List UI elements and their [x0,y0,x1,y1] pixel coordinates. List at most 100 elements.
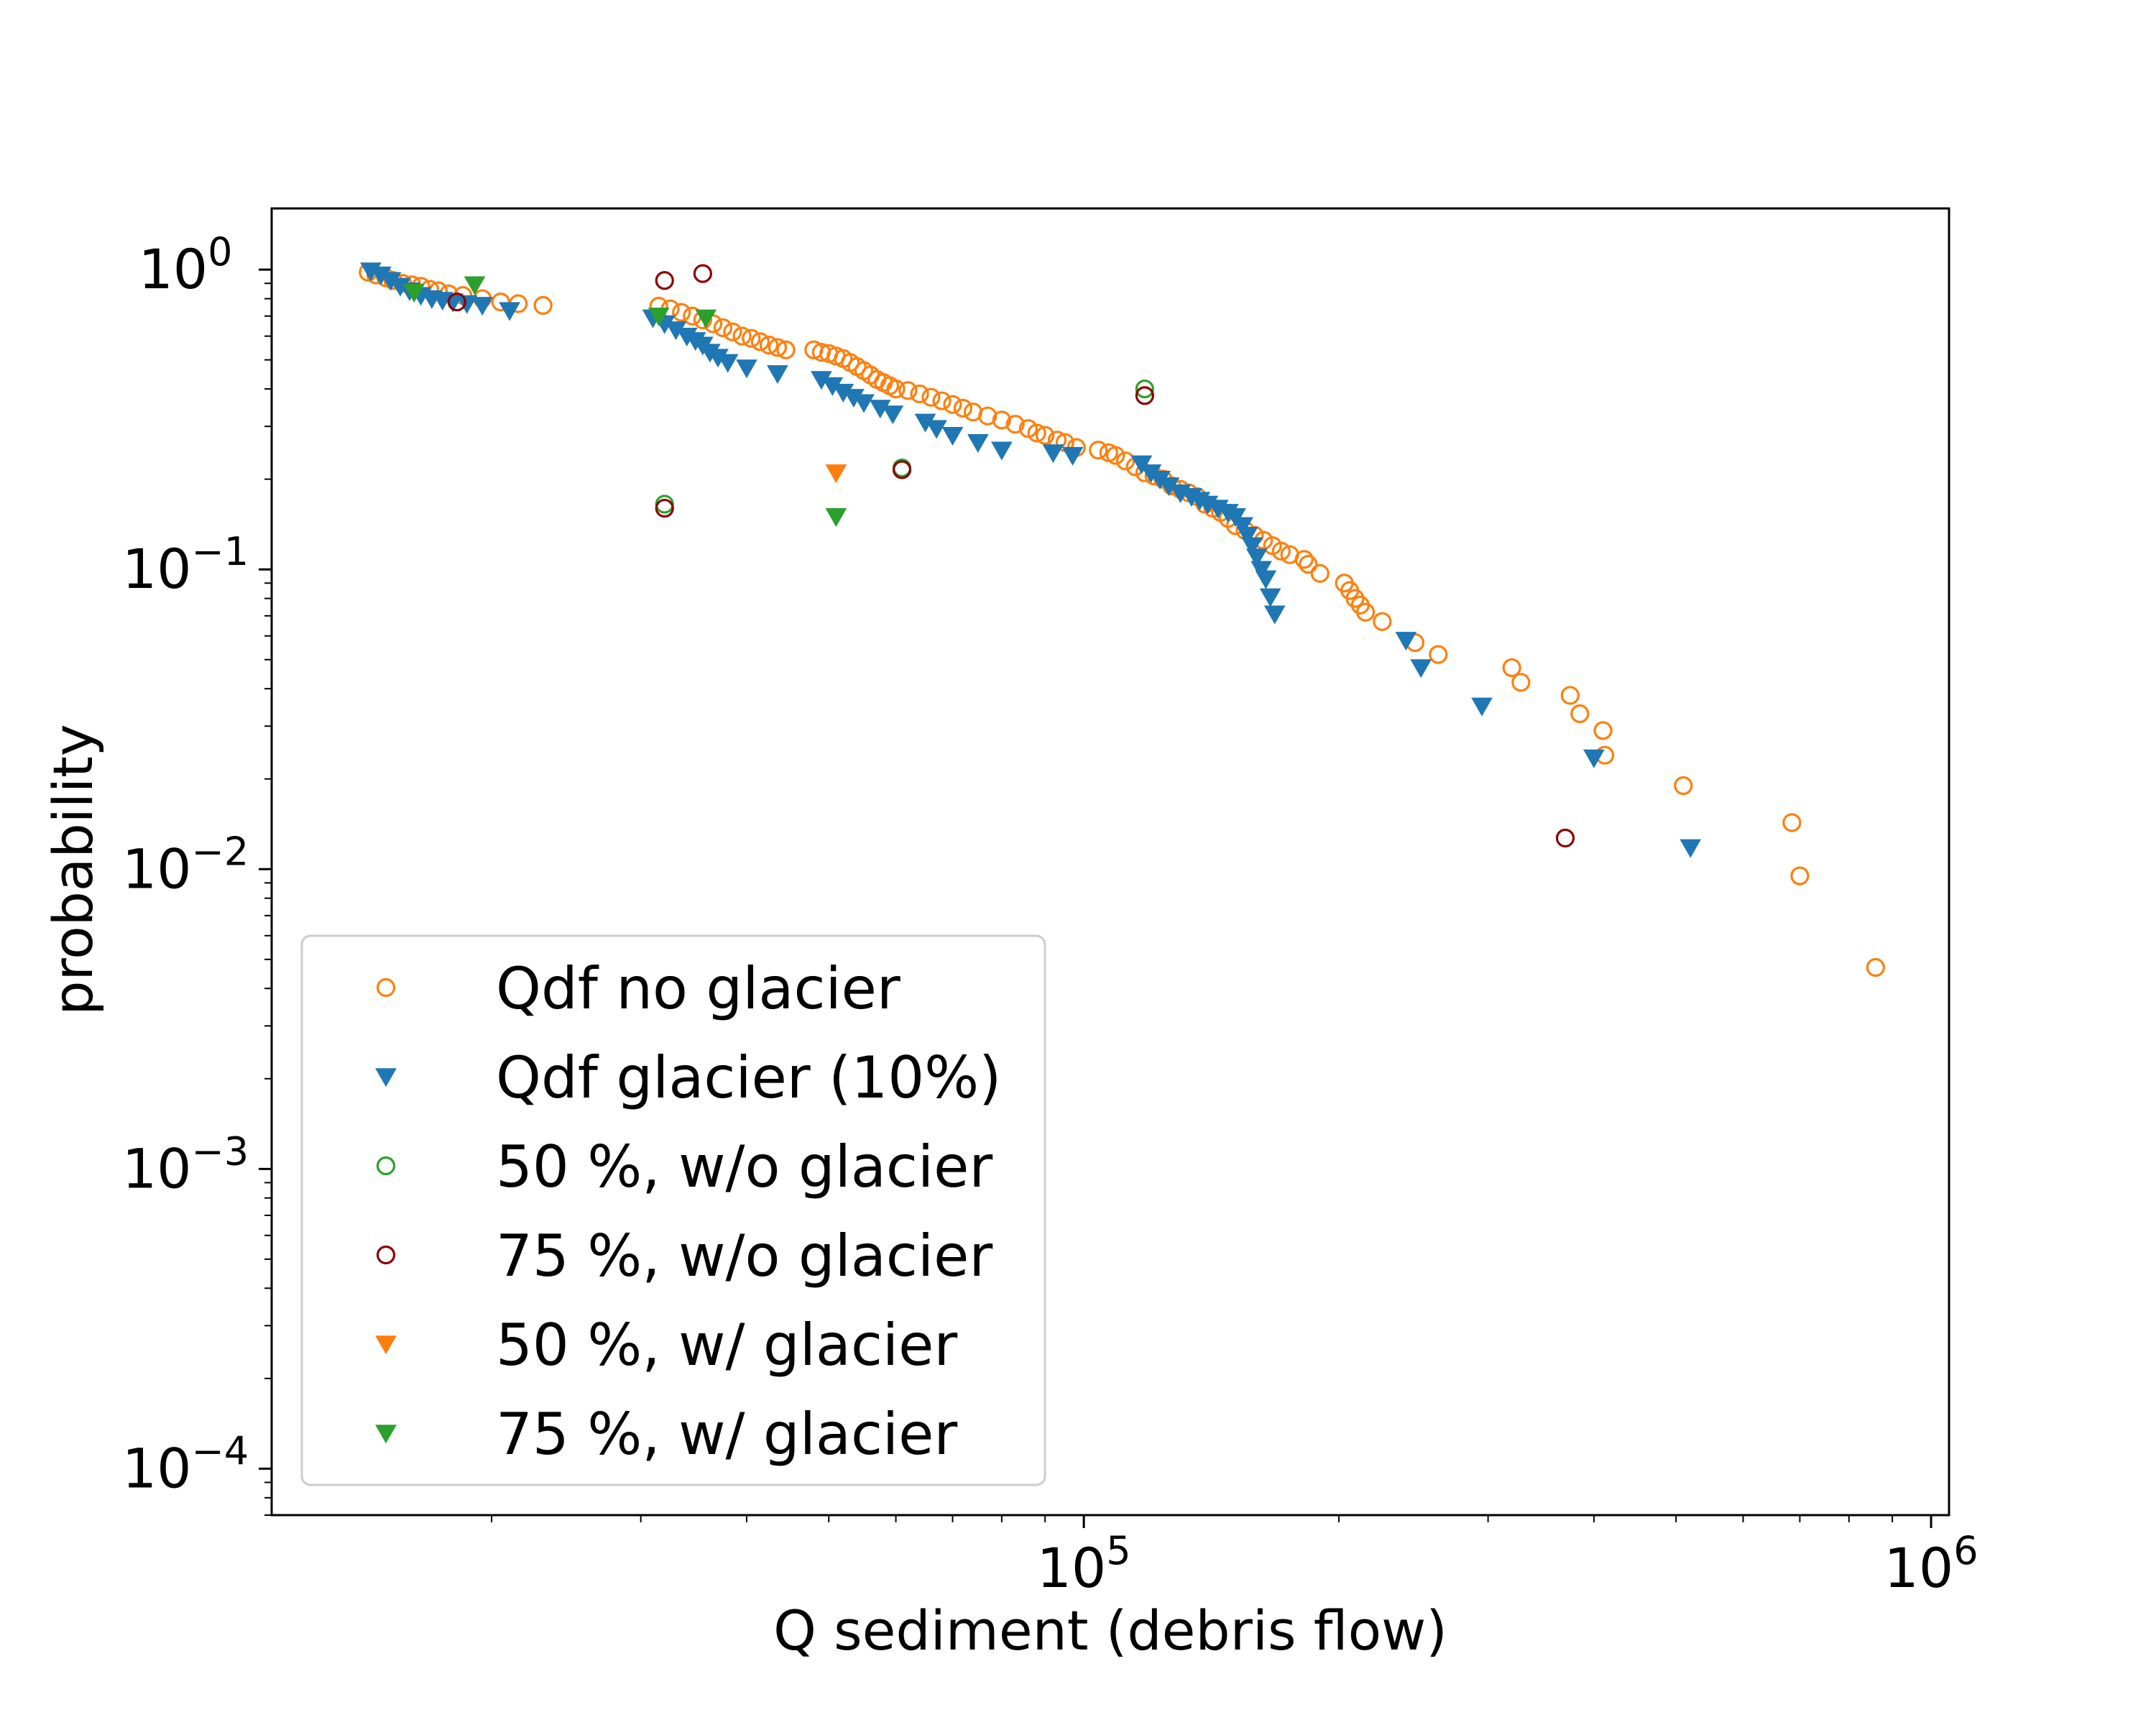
data-point-series-0 [1310,564,1330,583]
data-point-series-0 [1089,441,1108,460]
legend-label: 75 %, w/ glacier [496,1401,957,1468]
data-point-series-1 [767,365,788,385]
data-point-series-1 [882,405,904,425]
plot-area-frame [270,207,1950,1517]
legend-marker [375,1335,397,1355]
data-point-series-3 [892,460,912,479]
data-point-series-3 [1555,828,1575,848]
data-point-series-1 [1471,697,1493,717]
data-point-series-5 [825,508,847,528]
data-point-series-3 [655,498,674,518]
legend-label: Qdf no glacier [496,955,900,1022]
y-axis-label: probability [41,724,105,1016]
data-point-series-1 [991,441,1013,461]
data-point-series-1 [1042,444,1064,464]
data-point-series-0 [978,406,998,426]
data-point-series-0 [1674,776,1693,796]
data-point-series-1 [717,354,739,373]
data-point-series-3 [655,271,674,290]
data-point-series-1 [1241,537,1263,556]
legend-marker [376,1245,396,1265]
data-point-series-0 [723,322,742,341]
data-point-series-0 [533,295,553,315]
data-point-series-0 [1355,602,1376,622]
y-tick-label: 10−1 [122,529,249,601]
data-point-series-0 [776,340,796,359]
data-point-series-0 [992,410,1011,430]
data-point-series-0 [1511,673,1531,692]
data-point-series-5 [464,276,486,295]
data-point-series-0 [1790,866,1810,886]
data-point-series-0 [921,387,941,407]
data-point-series-0 [932,391,952,410]
data-point-series-0 [1271,541,1291,561]
data-point-series-0 [886,379,906,399]
data-point-series-0 [898,381,918,400]
data-point-series-1 [1250,561,1272,580]
data-point-series-1 [1583,749,1605,768]
data-point-series-0 [742,328,761,348]
data-point-series-0 [1294,550,1314,569]
data-point-series-1 [926,420,947,439]
data-point-series-0 [1429,645,1448,664]
data-point-series-1 [1680,839,1702,858]
data-point-series-0 [1570,704,1590,724]
data-point-series-0 [750,332,770,351]
legend-label: Qdf glacier (10%) [496,1044,1001,1111]
data-point-series-1 [1410,659,1432,678]
legend-marker [376,978,396,998]
legend: Qdf no glacier Qdf glacier (10%) 50 %, w/o… [300,934,1046,1486]
legend-marker [376,1156,396,1176]
y-tick-label: 100 [138,229,232,301]
legend-label: 50 %, w/o glacier [496,1133,992,1200]
data-point-series-1 [853,394,875,413]
data-point-series-0 [672,303,691,322]
data-point-series-2 [1135,379,1154,399]
legend-marker [375,1068,397,1087]
y-tick-label: 10−2 [122,829,249,901]
data-point-series-0 [1005,415,1025,434]
data-point-series-4 [825,464,847,484]
data-point-series-1 [1395,632,1417,651]
data-point-series-1 [456,295,478,314]
data-point-series-3 [693,264,712,283]
x-tick-label: 106 [1884,1528,1978,1600]
data-point-series-0 [1866,957,1885,978]
data-point-series-0 [713,318,733,338]
data-point-series-3 [447,293,466,312]
data-point-series-0 [768,338,788,357]
data-point-series-0 [1593,721,1613,740]
x-axis: 105 106 [491,1515,1978,1600]
data-point-series-1 [1232,517,1254,536]
y-tick-label: 10−3 [122,1128,249,1200]
legend-label: 75 %, w/o glacier [496,1223,992,1289]
data-point-series-1 [1263,605,1286,625]
data-point-series-0 [910,384,929,404]
data-point-series-5 [695,309,717,328]
data-point-series-1 [941,427,964,446]
data-point-series-0 [1299,554,1318,574]
data-point-series-0 [1502,658,1521,678]
y-tick-label: 10−4 [122,1428,249,1500]
data-point-series-0 [732,326,752,346]
data-marks [359,262,1885,978]
data-point-series-0 [1373,612,1392,631]
data-point-series-5 [403,284,425,303]
data-point-series-1 [1236,526,1258,546]
x-tick-label: 105 [1037,1528,1131,1600]
data-point-series-0 [1782,813,1802,832]
data-point-series-1 [736,359,757,379]
data-point-series-0 [1106,446,1125,465]
data-point-series-1 [1255,570,1277,589]
data-point-series-1 [1259,588,1281,607]
data-point-series-1 [967,433,989,453]
data-point-series-0 [943,395,962,414]
data-point-series-0 [1116,451,1135,471]
x-axis-label: Q sediment (debris flow) [773,1598,1447,1662]
data-point-series-1 [471,297,493,316]
legend-label: 50 %, w/ glacier [496,1312,957,1379]
data-point-series-1 [1245,548,1268,568]
data-point-series-0 [1036,426,1055,445]
data-point-series-1 [1061,446,1084,466]
